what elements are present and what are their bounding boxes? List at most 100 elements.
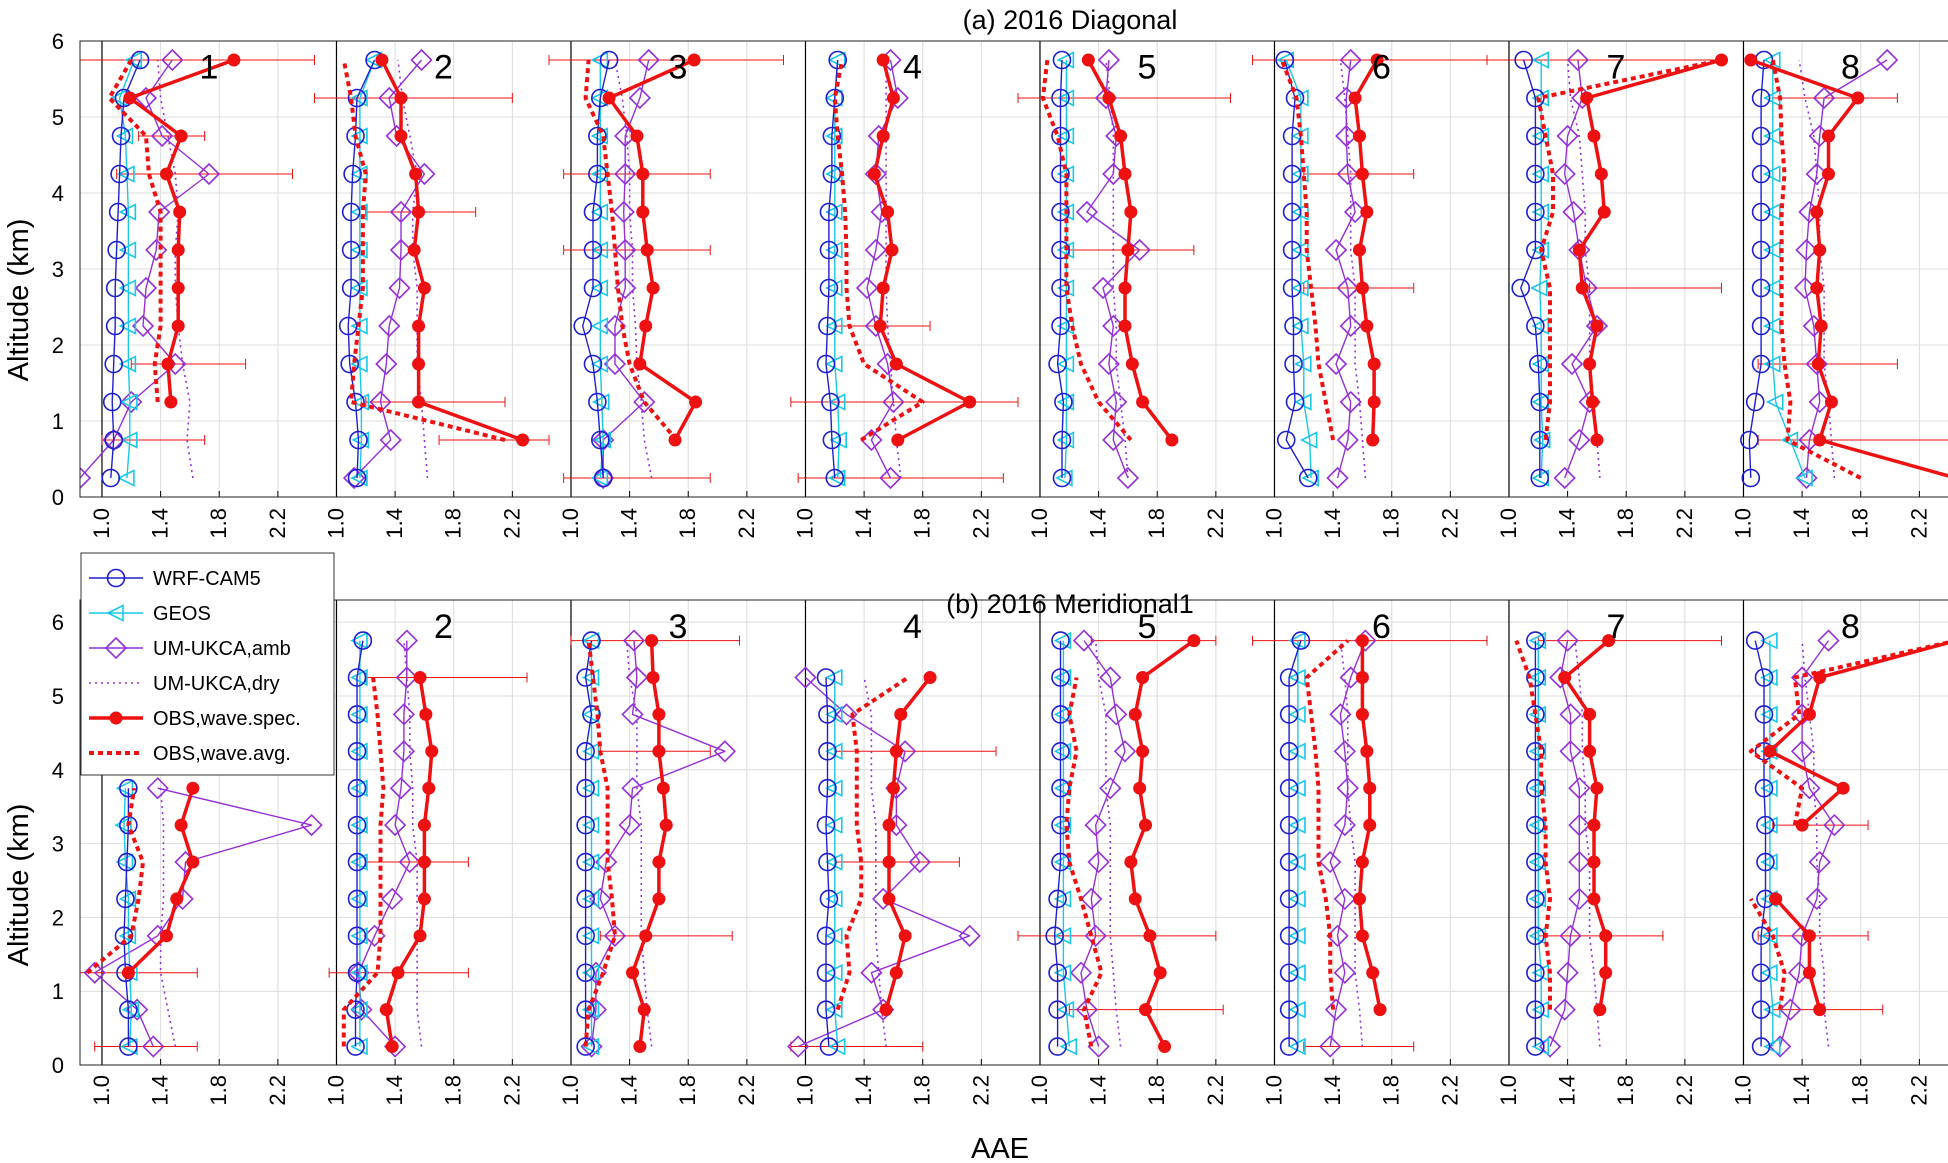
- spec-point: [652, 855, 666, 869]
- amb-point: [1097, 352, 1121, 376]
- avg-series-line: [1040, 59, 1133, 442]
- geos-point: [1760, 816, 1778, 834]
- geos-point: [590, 469, 609, 487]
- spec-point: [1851, 91, 1865, 105]
- geos-point: [350, 1000, 368, 1019]
- amb-point: [389, 238, 413, 262]
- x-tick-label: 1.4: [1086, 1075, 1111, 1106]
- geos-point: [1053, 668, 1072, 687]
- x-tick-label: 1.0: [323, 1075, 348, 1106]
- wrf-point: [341, 278, 361, 298]
- spec-point: [409, 167, 423, 181]
- spec-point: [646, 671, 660, 684]
- legend-entry-avg: OBS,wave.avg.: [89, 743, 291, 765]
- wrf-point: [599, 50, 619, 70]
- amb-point: [300, 813, 323, 837]
- geos-point: [581, 1037, 600, 1056]
- geos-point: [351, 431, 370, 449]
- geos-point: [825, 279, 843, 297]
- dry-series-line: [1801, 640, 1830, 1047]
- amb-point: [1097, 48, 1121, 72]
- x-tick-label: 1.0: [89, 508, 114, 539]
- geos-point: [350, 705, 368, 724]
- wrf-point: [347, 926, 367, 946]
- wrf-point: [1745, 631, 1765, 650]
- wrf-point: [1754, 668, 1774, 687]
- dry-series-line: [1339, 640, 1364, 1047]
- spec-point: [417, 855, 431, 869]
- geos-series-line: [118, 59, 135, 479]
- x-tick-label: 1.0: [1730, 1075, 1755, 1106]
- panel-a-y-axis-label: Altitude (km): [3, 219, 35, 382]
- amb-point: [1812, 86, 1836, 110]
- wrf-point: [1051, 88, 1070, 108]
- spec-point: [1366, 966, 1380, 980]
- spec-point: [1744, 53, 1758, 67]
- amb-point: [1790, 666, 1814, 689]
- amb-point: [1336, 777, 1359, 800]
- amb-point: [1319, 1035, 1342, 1058]
- wrf-point: [816, 963, 836, 983]
- spec-point: [516, 433, 530, 447]
- spec-point: [1814, 319, 1828, 333]
- dry-series-line: [614, 59, 653, 479]
- spec-point: [1360, 744, 1374, 758]
- amb-point: [392, 740, 416, 763]
- geos-point: [1053, 631, 1072, 650]
- geos-point: [1760, 705, 1778, 724]
- spec-point: [1597, 205, 1611, 219]
- x-tick-label: 1.4: [1555, 1075, 1580, 1106]
- geos-point: [1528, 668, 1547, 687]
- spec-point: [1118, 281, 1132, 295]
- geos-point: [118, 279, 137, 297]
- spec-point: [173, 205, 187, 219]
- panel-a-axes-frame: [79, 40, 1948, 498]
- wrf-series-line: [354, 640, 364, 1047]
- spec-point: [1810, 281, 1824, 295]
- geos-point: [1528, 816, 1547, 834]
- amb-point: [603, 314, 627, 338]
- amb-point: [603, 352, 627, 376]
- x-tick-label: 1.4: [148, 1075, 173, 1106]
- spec-point: [889, 744, 903, 758]
- geos-point: [1056, 203, 1075, 221]
- legend-marker: [106, 568, 126, 588]
- wrf-point: [1526, 240, 1545, 260]
- wrf-point: [1051, 164, 1070, 184]
- spec-point: [689, 395, 703, 409]
- spec-point: [889, 966, 903, 980]
- spec-point: [1802, 707, 1816, 721]
- amb-point: [787, 1035, 810, 1058]
- amb-point: [1099, 777, 1122, 800]
- geos-point: [827, 469, 846, 487]
- spec-point: [963, 395, 977, 409]
- dry-series-line: [403, 640, 423, 1047]
- x-tick-label: 1.0: [558, 508, 583, 539]
- amb-point: [1568, 777, 1591, 800]
- x-tick-label: 1.8: [675, 508, 700, 539]
- panel-a-subpanel-number: 2: [434, 48, 453, 86]
- spec-point: [170, 892, 184, 906]
- wrf-point: [1051, 778, 1070, 798]
- amb-point: [1790, 740, 1814, 763]
- wrf-point: [1054, 392, 1073, 412]
- wrf-point: [1526, 963, 1545, 983]
- geos-point: [121, 1000, 140, 1019]
- wrf-point: [1051, 742, 1070, 761]
- spec-point: [1102, 91, 1116, 105]
- geos-point: [1763, 1037, 1781, 1056]
- amb-point: [410, 48, 433, 72]
- legend-label: OBS,wave.avg.: [153, 743, 291, 765]
- y-tick-label: 6: [52, 29, 64, 54]
- amb-series-line: [1779, 640, 1836, 1047]
- y-tick-label: 6: [52, 610, 64, 635]
- geos-point: [118, 241, 137, 259]
- geos-point: [1531, 203, 1550, 221]
- amb-point: [614, 238, 637, 262]
- geos-point: [118, 355, 137, 373]
- avg-series-line: [341, 59, 506, 442]
- wrf-point: [346, 1037, 365, 1056]
- amb-point: [392, 703, 416, 726]
- panel-b-subpanel-number: 6: [1372, 608, 1391, 646]
